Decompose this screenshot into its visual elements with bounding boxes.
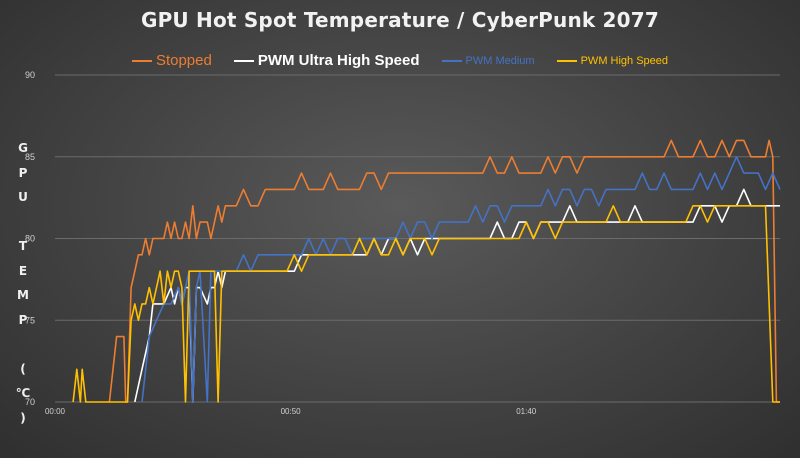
legend: Stopped PWM Ultra High Speed PWM Medium PWM… xyxy=(0,52,800,69)
legend-swatch-pwm-medium xyxy=(441,59,462,62)
legend-swatch-stopped xyxy=(131,59,152,62)
x-tick-label-00-00: 00:00 xyxy=(45,407,66,416)
legend-swatch-pwm-high-speed xyxy=(556,59,577,62)
y-tick-label-70: 70 xyxy=(25,397,35,407)
y-tick-label-90: 90 xyxy=(25,70,35,80)
legend-item-pwm-high-speed: PWM High Speed xyxy=(556,54,669,67)
y-tick-label-80: 80 xyxy=(25,234,35,244)
legend-swatch-pwm-ultra-high-speed xyxy=(233,59,254,62)
x-tick-label-01-40: 01:40 xyxy=(516,407,537,416)
y-axis-label: G P U T E M P(℃) xyxy=(14,136,32,430)
y-axis-label-char: T xyxy=(18,239,28,253)
y-tick-label-75: 75 xyxy=(25,315,35,325)
y-axis-label-char: M xyxy=(17,288,29,302)
legend-label-pwm-medium: PWM Medium xyxy=(465,54,535,67)
legend-item-stopped: Stopped xyxy=(131,52,212,69)
legend-label-pwm-high-speed: PWM High Speed xyxy=(580,54,669,67)
chart-title: GPU Hot Spot Temperature / CyberPunk 207… xyxy=(140,8,660,32)
series-line-pwm-high-speed xyxy=(72,205,780,403)
y-axis-label-char: P xyxy=(18,312,28,327)
y-axis-label-char: E xyxy=(18,263,28,278)
x-tick-label-00-50: 00:50 xyxy=(281,407,302,416)
y-axis-label-char: ) xyxy=(20,410,26,425)
y-axis-label-char: P xyxy=(18,165,28,180)
y-axis-label-char: G xyxy=(18,141,28,155)
legend-label-stopped: Stopped xyxy=(155,52,212,69)
y-axis-label-char: ( xyxy=(20,361,26,376)
y-tick-label-85: 85 xyxy=(25,152,35,162)
series-line-pwm-ultra-high-speed xyxy=(134,188,780,403)
y-axis-label-char: U xyxy=(18,190,28,204)
series-line-stopped xyxy=(108,139,780,403)
legend-label-pwm-ultra-high-speed: PWM Ultra High Speed xyxy=(257,52,420,69)
legend-item-pwm-medium: PWM Medium xyxy=(441,54,535,67)
legend-item-pwm-ultra-high-speed: PWM Ultra High Speed xyxy=(233,52,420,69)
y-axis-label-char: ℃ xyxy=(15,386,31,400)
series-line-pwm-medium xyxy=(141,156,781,403)
